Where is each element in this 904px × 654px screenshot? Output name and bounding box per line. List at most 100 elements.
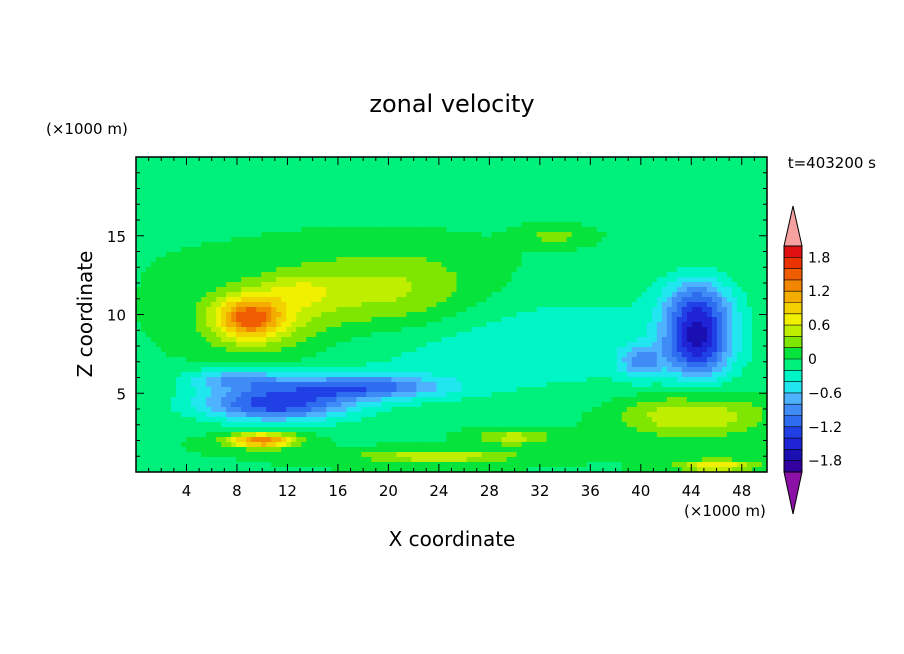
- field-cell: [286, 242, 292, 248]
- field-cell: [741, 292, 748, 298]
- field-cell: [426, 242, 433, 248]
- field-cell: [521, 177, 528, 183]
- field-cell: [406, 287, 413, 293]
- field-cell: [761, 202, 767, 208]
- field-cell: [296, 197, 302, 203]
- field-cell: [516, 242, 523, 248]
- field-cell: [371, 297, 377, 303]
- field-cell: [606, 312, 613, 318]
- field-cell: [601, 287, 608, 293]
- field-cell: [236, 222, 242, 228]
- field-cell: [366, 272, 372, 278]
- field-cell: [621, 222, 628, 228]
- field-cell: [291, 347, 297, 353]
- field-cell: [466, 197, 473, 203]
- field-cell: [476, 197, 483, 203]
- field-cell: [206, 292, 212, 298]
- field-cell: [431, 252, 438, 258]
- field-cell: [326, 272, 332, 278]
- field-cell: [531, 252, 538, 258]
- field-cell: [141, 317, 147, 323]
- field-cell: [671, 302, 678, 308]
- field-cell: [521, 207, 528, 213]
- field-cell: [431, 267, 438, 273]
- field-cell: [706, 302, 713, 308]
- field-cell: [531, 192, 538, 198]
- field-cell: [386, 352, 393, 358]
- field-cell: [411, 352, 418, 358]
- field-cell: [471, 297, 478, 303]
- field-cell: [171, 257, 177, 263]
- field-cell: [311, 207, 317, 213]
- field-cell: [551, 232, 558, 238]
- field-cell: [416, 262, 423, 268]
- field-cell: [496, 327, 503, 333]
- field-cell: [386, 162, 393, 168]
- field-cell: [186, 247, 192, 253]
- field-cell: [481, 332, 488, 338]
- field-cell: [726, 187, 733, 193]
- field-cell: [716, 182, 723, 188]
- field-cell: [301, 277, 307, 283]
- field-cell: [626, 277, 633, 283]
- field-cell: [496, 257, 503, 263]
- field-cell: [571, 302, 578, 308]
- field-cell: [716, 162, 723, 168]
- field-cell: [201, 302, 207, 308]
- field-cell: [471, 157, 478, 163]
- field-cell: [351, 167, 357, 173]
- field-cell: [736, 332, 743, 338]
- field-cell: [286, 217, 292, 223]
- field-cell: [261, 212, 267, 218]
- field-cell: [176, 192, 182, 198]
- field-cell: [591, 222, 598, 228]
- field-cell: [231, 302, 237, 308]
- field-cell: [301, 157, 307, 163]
- field-cell: [521, 352, 528, 358]
- field-cell: [231, 207, 237, 213]
- field-cell: [596, 222, 603, 228]
- field-cell: [686, 222, 693, 228]
- field-cell: [431, 257, 438, 263]
- field-cell: [416, 157, 423, 163]
- field-cell: [331, 157, 337, 163]
- field-cell: [331, 202, 337, 208]
- field-cell: [746, 237, 753, 243]
- field-cell: [191, 232, 197, 238]
- field-cell: [381, 167, 387, 173]
- field-cell: [211, 207, 217, 213]
- field-cell: [586, 332, 593, 338]
- field-cell: [556, 192, 563, 198]
- field-cell: [631, 297, 638, 303]
- field-cell: [176, 237, 182, 243]
- field-cell: [746, 262, 753, 268]
- field-cell: [501, 277, 508, 283]
- field-cell: [716, 282, 723, 288]
- field-cell: [421, 222, 428, 228]
- field-cell: [346, 307, 352, 313]
- field-cell: [326, 157, 332, 163]
- field-cell: [306, 157, 312, 163]
- field-cell: [516, 282, 523, 288]
- field-cell: [361, 327, 367, 333]
- field-cell: [611, 297, 618, 303]
- field-cell: [166, 232, 172, 238]
- field-cell: [501, 242, 508, 248]
- field-cell: [191, 262, 197, 268]
- field-cell: [711, 182, 718, 188]
- field-cell: [711, 212, 718, 218]
- field-cell: [251, 277, 257, 283]
- field-cell: [611, 252, 618, 258]
- field-cell: [576, 207, 583, 213]
- field-cell: [406, 177, 413, 183]
- field-cell: [176, 337, 182, 343]
- field-cell: [221, 332, 227, 338]
- field-cell: [461, 327, 468, 333]
- field-cell: [431, 237, 438, 243]
- field-cell: [196, 282, 202, 288]
- field-cell: [351, 347, 357, 353]
- field-cell: [526, 237, 533, 243]
- field-cell: [366, 337, 372, 343]
- field-cell: [196, 247, 202, 253]
- field-cell: [486, 282, 493, 288]
